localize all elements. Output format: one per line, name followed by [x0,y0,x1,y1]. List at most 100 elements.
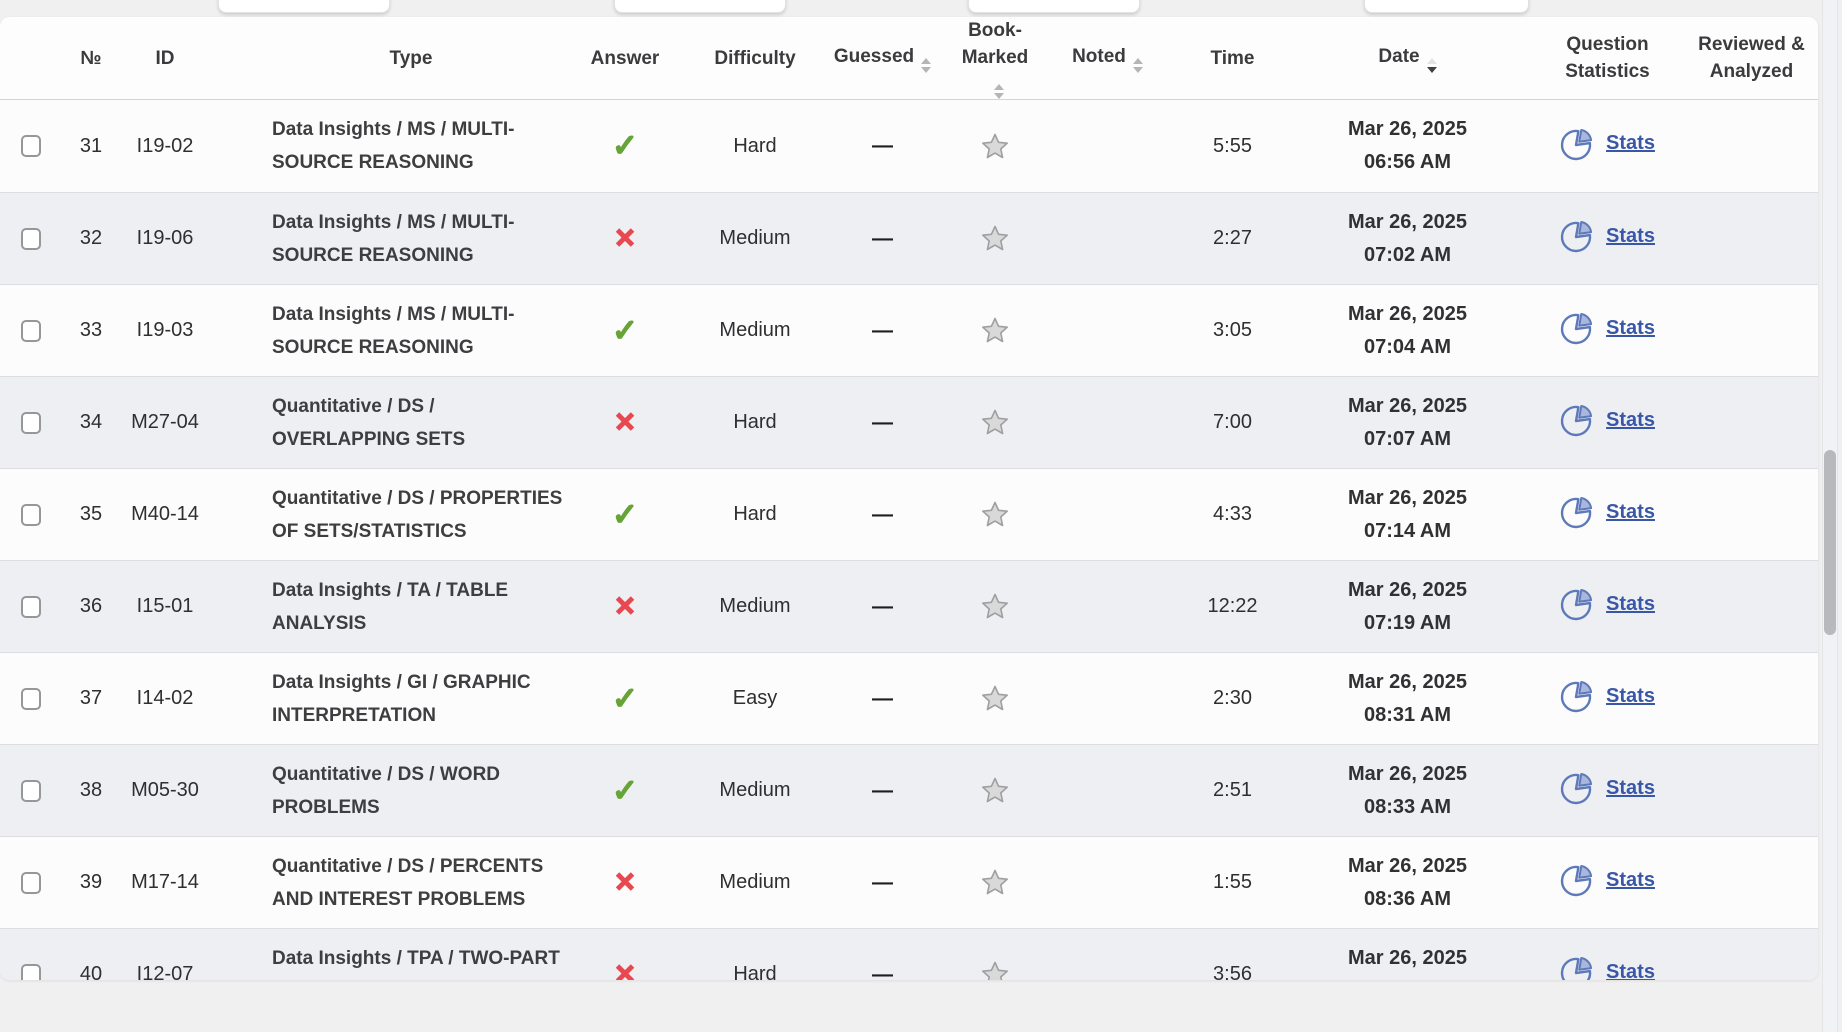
time-value: 7:00 [1213,411,1252,433]
bookmark-star-icon[interactable] [980,132,1010,161]
col-header-number-label: № [80,47,102,69]
bookmark-star-icon[interactable] [980,500,1010,529]
stats-link[interactable]: Stats [1560,311,1655,345]
row-checkbox[interactable] [21,319,41,342]
question-type: Quantitative / DS / WORD PROBLEMS [272,763,501,818]
table-header-row: № ID Type Answer Difficulty Guessed Book… [0,17,1818,100]
col-header-difficulty: Difficulty [700,45,810,72]
row-checkbox[interactable] [21,595,41,618]
stats-link[interactable]: Stats [1560,679,1655,713]
questions-table: № ID Type Answer Difficulty Guessed Book… [0,17,1818,980]
row-number: 32 [79,227,103,249]
col-header-question-statistics: Question Statistics [1530,31,1685,85]
difficulty-value: Hard [733,503,777,525]
time-value: 4:33 [1213,503,1252,525]
scrollbar-thumb[interactable] [1824,450,1836,635]
row-checkbox[interactable] [21,135,41,157]
row-checkbox[interactable] [21,411,41,434]
guessed-value: — [872,962,893,981]
stats-link[interactable]: Stats [1560,127,1655,161]
filter-dropdown[interactable] [614,0,786,13]
stats-link-label: Stats [1606,408,1655,431]
bookmark-star-icon[interactable] [980,776,1010,805]
stats-link[interactable]: Stats [1560,495,1655,529]
filter-dropdown[interactable] [1364,0,1529,13]
guessed-value: — [872,502,893,526]
time-value: 3:56 [1213,963,1252,980]
bookmark-star-icon[interactable] [980,408,1010,437]
table-row: 34 M27-04 Quantitative / DS / OVERLAPPIN… [0,376,1818,468]
sort-desc-icon[interactable] [1426,58,1437,74]
stats-link-label: Stats [1606,684,1655,707]
incorrect-answer-icon: ✕ [613,222,636,253]
bookmark-star-icon[interactable] [980,224,1010,253]
table-row: 38 M05-30 Quantitative / DS / WORD PROBL… [0,744,1818,836]
row-checkbox[interactable] [21,687,41,710]
col-header-type: Type [210,45,550,72]
question-type: Data Insights / MS / MULTI- SOURCE REASO… [272,303,515,358]
table-row: 32 I19-06 Data Insights / MS / MULTI- SO… [0,192,1818,284]
question-type: Data Insights / MS / MULTI- SOURCE REASO… [272,211,515,266]
col-header-noted[interactable]: Noted [1035,43,1180,74]
guessed-value: — [872,318,893,342]
guessed-value: — [872,870,893,894]
table-row: 31 I19-02 Data Insights / MS / MULTI- SO… [0,100,1818,192]
time-value: 1:55 [1213,871,1252,893]
date-value: Mar 26, 2025 08:31 AM [1348,670,1467,726]
pie-chart-icon [1560,957,1593,980]
date-value: Mar 26, 2025 07:04 AM [1348,302,1467,358]
stats-link-label: Stats [1606,132,1655,154]
date-value: Mar 26, 2025 08:38 AM [1348,946,1467,981]
difficulty-value: Medium [719,227,791,249]
row-number: 33 [79,319,103,341]
correct-answer-icon: ✓ [612,496,639,532]
question-id: M40-14 [131,503,199,525]
stats-link[interactable]: Stats [1560,403,1655,437]
col-header-answer: Answer [550,45,700,72]
question-id: I14-02 [136,687,194,709]
sort-icon[interactable] [1132,58,1143,74]
sort-icon[interactable] [921,58,932,74]
correct-answer-icon: ✓ [612,312,639,348]
bookmark-star-icon[interactable] [980,868,1010,897]
question-type: Quantitative / DS / PROPERTIES OF SETS/S… [272,487,563,542]
row-checkbox[interactable] [21,227,41,250]
sort-icon[interactable] [993,84,1004,99]
filter-dropdown[interactable] [968,0,1140,13]
stats-link-label: Stats [1606,868,1655,891]
stats-link-label: Stats [1606,316,1655,339]
filter-dropdown[interactable] [218,0,390,13]
scrollbar-track[interactable] [1822,0,1838,1032]
col-header-bookmarked[interactable]: Book- Marked [955,17,1035,99]
correct-answer-icon: ✓ [612,128,639,164]
guessed-value: — [872,134,893,157]
row-checkbox[interactable] [21,871,41,894]
stats-link[interactable]: Stats [1560,771,1655,805]
col-header-date[interactable]: Date [1285,43,1530,74]
question-type: Data Insights / MS / MULTI- SOURCE REASO… [272,119,515,173]
stats-link[interactable]: Stats [1560,955,1655,980]
pie-chart-icon [1560,773,1593,805]
row-checkbox[interactable] [21,963,41,980]
bookmark-star-icon[interactable] [980,684,1010,713]
date-value: Mar 26, 2025 08:33 AM [1348,762,1467,818]
row-checkbox[interactable] [21,503,41,526]
stats-link[interactable]: Stats [1560,587,1655,621]
row-number: 37 [79,687,103,709]
correct-answer-icon: ✓ [612,772,639,808]
row-number: 35 [79,503,103,525]
col-header-guessed[interactable]: Guessed [810,43,955,74]
pie-chart-icon [1560,221,1593,253]
stats-link[interactable]: Stats [1560,863,1655,897]
question-type: Data Insights / TA / TABLE ANALYSIS [272,579,509,634]
bookmark-star-icon[interactable] [980,316,1010,345]
pie-chart-icon [1560,497,1593,529]
bookmark-star-icon[interactable] [980,592,1010,621]
bookmark-star-icon[interactable] [980,960,1010,980]
stats-link-label: Stats [1606,960,1655,981]
row-checkbox[interactable] [21,779,41,802]
stats-link[interactable]: Stats [1560,219,1655,253]
col-header-date-label: Date [1378,45,1420,67]
difficulty-value: Medium [719,595,791,617]
pie-chart-icon [1560,405,1593,437]
